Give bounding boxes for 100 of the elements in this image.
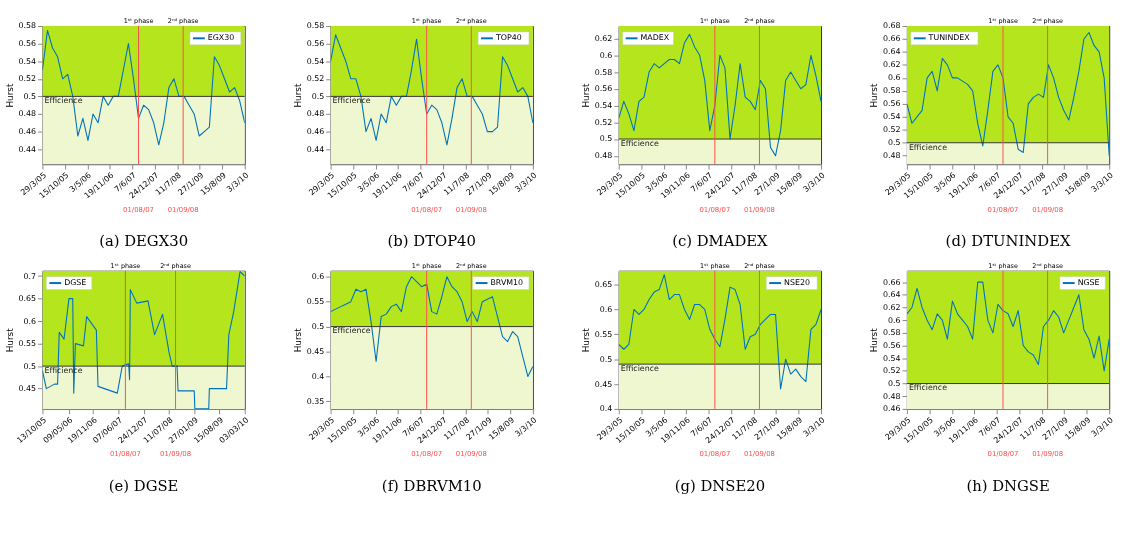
y-tick-label: 0.6 (311, 272, 325, 282)
text: (h) DNGSE (966, 476, 1050, 494)
y-tick-label: 0.52 (882, 366, 901, 376)
y-tick-label: 0.35 (306, 396, 325, 406)
y-tick-label: 0.52 (306, 74, 325, 84)
y-tick-label: 0.48 (882, 391, 901, 401)
y-tick-label: 0.52 (594, 117, 613, 127)
y-tick-label: 0.6 (887, 315, 901, 325)
y-tick-label: 0.62 (594, 34, 613, 44)
y-tick-label: 0.5 (887, 138, 901, 148)
y-tick-label: 0.56 (306, 39, 325, 49)
y-tick-label: 0.66 (882, 277, 901, 287)
text: (b) DTOP40 (387, 232, 476, 250)
ref-line-label: Efficience (908, 383, 948, 393)
y-tick-label: 0.54 (18, 56, 37, 66)
y-tick-label: 0.6 (23, 316, 37, 326)
y-tick-label: 0.68 (882, 21, 901, 31)
text: (e) DGSE (108, 476, 179, 494)
y-axis-title: Hurst (4, 83, 15, 108)
y-axis-title: Hurst (868, 83, 879, 108)
legend-label: DGSE (64, 278, 87, 288)
y-tick-label: 0.48 (306, 109, 325, 119)
y-tick-label: 0.46 (882, 404, 901, 414)
y-axis-title: Hurst (4, 327, 15, 353)
y-tick-label: 0.45 (18, 384, 37, 394)
y-tick-label: 0.56 (594, 84, 613, 94)
y-tick-label: 0.62 (882, 60, 901, 70)
y-tick-label: 0.45 (594, 379, 613, 389)
legend-label: NSE20 (784, 278, 810, 288)
y-tick-label: 0.46 (306, 127, 325, 137)
y-tick-label: 0.64 (882, 290, 901, 300)
y-tick-label: 0.58 (882, 86, 901, 96)
text: (c) DMADEX (672, 232, 769, 250)
y-tick-label: 0.54 (882, 112, 901, 122)
text: (d) DTUNINDEX (945, 232, 1071, 250)
y-axis-title: Hurst (292, 327, 303, 353)
text: (a) DEGX30 (99, 232, 189, 250)
y-tick-label: 0.52 (18, 74, 37, 84)
legend-label: MADEX (640, 33, 670, 43)
y-tick-label: 0.5 (887, 379, 901, 388)
legend-label: TOP40 (494, 33, 522, 43)
line-series (330, 276, 533, 378)
y-tick-label: 0.44 (18, 144, 37, 154)
line-series (618, 274, 822, 390)
y-tick-label: 0.58 (594, 67, 613, 77)
legend-label: NGSE (1077, 278, 1100, 288)
line-series (330, 34, 533, 146)
y-tick-label: 0.5 (599, 354, 613, 364)
y-tick-label: 0.55 (18, 339, 37, 349)
ref-line-label: Efficience (620, 138, 659, 148)
y-tick-label: 0.44 (306, 144, 325, 154)
y-tick-label: 0.55 (306, 297, 325, 307)
y-tick-label: 0.45 (306, 346, 325, 356)
y-tick-label: 0.7 (23, 271, 37, 281)
legend-label: EGX30 (207, 33, 235, 43)
y-axis-title: Hurst (292, 83, 303, 108)
ref-line-label: Efficience (908, 142, 948, 152)
y-tick-label: 0.5 (599, 134, 613, 144)
legend-label: BRVM10 (490, 278, 524, 288)
y-tick-label: 0.58 (18, 21, 37, 31)
y-tick-label: 0.52 (882, 125, 901, 135)
y-tick-label: 0.56 (18, 39, 37, 49)
y-tick-label: 0.6 (599, 304, 613, 314)
text: (f) DBRVM10 (381, 476, 482, 494)
y-tick-label: 0.56 (882, 99, 901, 109)
y-tick-label: 0.4 (599, 404, 613, 414)
ref-line-label: Efficience (620, 364, 659, 374)
ref-line-label: Efficience (332, 326, 371, 336)
line-series (906, 281, 1110, 372)
line-series (42, 29, 245, 146)
y-tick-label: 0.5 (311, 91, 325, 101)
y-tick-label: 0.4 (311, 371, 325, 381)
y-axis-title: Hurst (868, 327, 879, 353)
line-series (618, 33, 822, 157)
y-tick-label: 0.65 (594, 280, 613, 290)
y-tick-label: 0.56 (882, 340, 901, 350)
y-tick-label: 0.55 (594, 329, 613, 339)
line-series (906, 31, 1110, 157)
y-tick-label: 0.54 (594, 101, 613, 110)
y-tick-label: 0.65 (18, 294, 37, 304)
legend-label: TUNINDEX (927, 33, 971, 43)
y-tick-label: 0.58 (882, 328, 901, 338)
y-tick-label: 0.5 (23, 91, 37, 101)
y-tick-label: 0.54 (306, 56, 325, 66)
y-tick-label: 0.5 (23, 361, 37, 371)
y-tick-label: 0.48 (18, 109, 37, 119)
y-tick-label: 0.5 (311, 322, 325, 332)
y-tick-label: 0.48 (882, 151, 901, 161)
y-tick-label: 0.64 (882, 47, 901, 57)
text: (g) DNSE20 (674, 476, 766, 494)
y-axis-title: Hurst (580, 83, 591, 108)
y-tick-label: 0.6 (887, 73, 901, 83)
y-tick-label: 0.54 (882, 353, 901, 363)
y-tick-label: 0.58 (306, 21, 325, 31)
y-tick-label: 0.66 (882, 34, 901, 44)
y-tick-label: 0.62 (882, 302, 901, 312)
y-tick-label: 0.46 (18, 127, 37, 137)
y-tick-label: 0.6 (599, 50, 613, 60)
y-axis-title: Hurst (580, 327, 591, 353)
y-tick-label: 0.48 (594, 151, 613, 161)
